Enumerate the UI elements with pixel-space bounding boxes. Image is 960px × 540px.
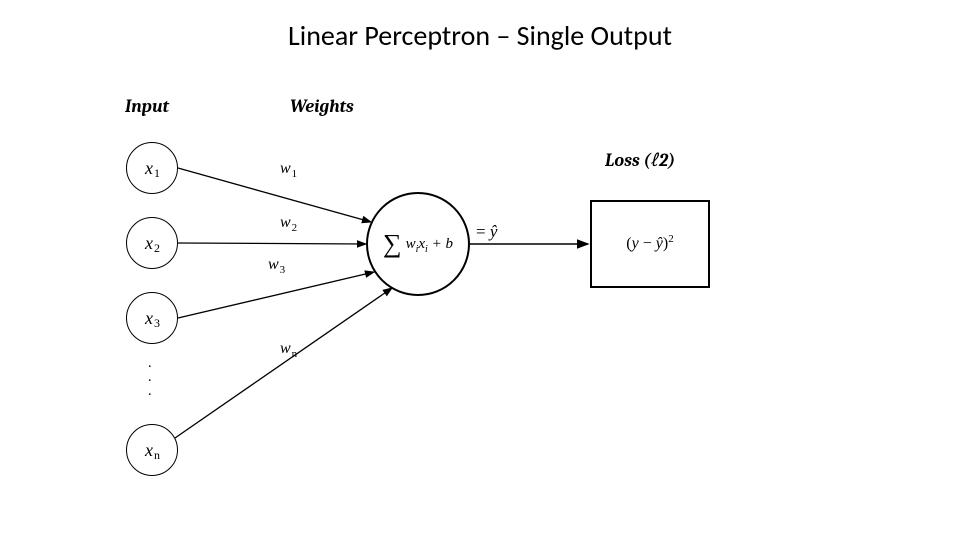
- page-title: Linear Perceptron – Single Output: [0, 18, 960, 53]
- sum-expression: ∑ wixi + b: [383, 229, 453, 259]
- loss-box: (y − ŷ)2: [590, 200, 710, 288]
- header-loss: Loss (ℓ2): [605, 150, 675, 171]
- ellipsis-dots: . . .: [148, 356, 152, 398]
- edge-x3-sum: [178, 272, 374, 318]
- equals-yhat: = ŷ: [474, 222, 499, 242]
- input-label-x1: x1: [127, 143, 177, 193]
- edge-x2-sum: [178, 243, 366, 244]
- header-weights: Weights: [290, 96, 354, 117]
- edge-xn-sum: [175, 288, 392, 438]
- input-node-x1: x1: [126, 142, 178, 194]
- input-label-x2: x2: [127, 218, 177, 268]
- input-node-xn: xn: [126, 424, 178, 476]
- edge-x1-sum: [178, 168, 371, 222]
- weight-label-wn: wn: [280, 340, 296, 358]
- header-input: Input: [125, 96, 169, 117]
- input-label-x3: x3: [127, 293, 177, 343]
- weight-label-w3: w3: [268, 256, 284, 274]
- sigma-icon: ∑: [383, 229, 402, 259]
- input-label-xn: xn: [127, 425, 177, 475]
- weight-label-w1: w1: [280, 160, 296, 178]
- input-node-x3: x3: [126, 292, 178, 344]
- weight-label-w2: w2: [280, 214, 296, 232]
- input-node-x2: x2: [126, 217, 178, 269]
- sum-node: ∑ wixi + b: [366, 192, 470, 296]
- loss-expression: (y − ŷ)2: [626, 235, 673, 253]
